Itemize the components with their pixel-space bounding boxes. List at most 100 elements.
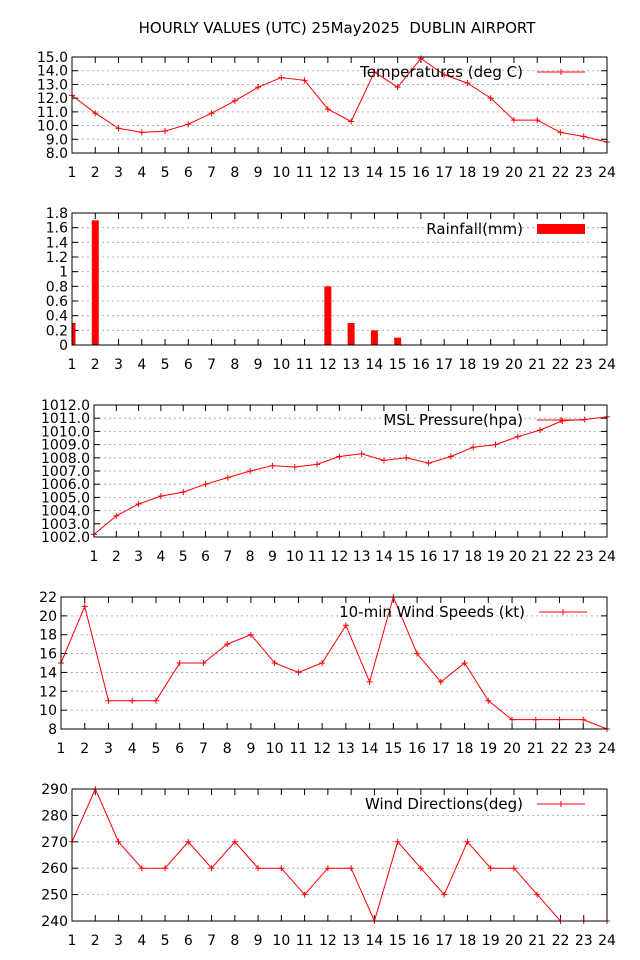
data-point [510, 865, 517, 872]
data-point [534, 891, 541, 898]
x-tick-label: 21 [531, 549, 549, 565]
x-tick-label: 15 [384, 741, 402, 757]
data-bar [91, 220, 99, 345]
data-point [441, 891, 448, 898]
data-point [247, 468, 254, 474]
chart-panel-1: 8.09.010.011.012.013.014.015.01 2 3 4 5 6 7 8 9 1… [37, 50, 616, 181]
x-tick-label: 9 [254, 165, 263, 181]
data-point [271, 660, 278, 666]
x-tick-label: 4 [137, 357, 146, 373]
data-point [559, 417, 566, 424]
page-title: HOURLY VALUES (UTC) 25May2025 DUBLIN AIR… [139, 19, 537, 37]
legend-label: Rainfall(mm) [426, 220, 523, 238]
legend: Wind Directions(deg) [365, 795, 585, 813]
data-point [278, 74, 285, 81]
x-tick-label: 9 [246, 741, 255, 757]
x-tick-label: 2 [80, 741, 89, 757]
x-tick-label: 5 [161, 933, 170, 949]
x-tick-label: 1 [68, 357, 77, 373]
data-point [301, 891, 308, 898]
x-tick-label: 20 [503, 741, 521, 757]
x-tick-label: 21 [528, 357, 546, 373]
x-tick-label: 24 [598, 165, 616, 181]
y-tick-label: 12.0 [37, 91, 68, 107]
x-tick-label: 6 [201, 549, 210, 565]
x-tick-label: 12 [313, 741, 331, 757]
x-tick-label: 8 [230, 933, 239, 949]
x-tick-label: 23 [575, 933, 593, 949]
x-tick-label: 19 [487, 549, 505, 565]
data-point [510, 117, 517, 124]
x-tick-label: 1 [57, 741, 66, 757]
x-tick-label: 3 [104, 741, 113, 757]
data-point [278, 865, 285, 872]
x-tick-label: 20 [509, 549, 527, 565]
x-tick-label: 17 [435, 165, 453, 181]
data-point [255, 84, 262, 91]
x-tick-label: 22 [552, 933, 570, 949]
x-tick-label: 7 [207, 357, 216, 373]
x-tick-label: 7 [207, 933, 216, 949]
data-point [441, 71, 448, 78]
data-point [113, 512, 120, 519]
y-tick-label: 1.6 [46, 221, 68, 237]
y-tick-label: 22 [39, 590, 57, 606]
y-tick-label: 0 [59, 338, 68, 354]
x-tick-label: 17 [442, 549, 460, 565]
y-tick-label: 280 [41, 808, 68, 824]
plot-frame [60, 596, 608, 730]
x-tick-label: 15 [389, 933, 407, 949]
data-point [301, 77, 308, 84]
y-tick-label: 1.8 [46, 206, 68, 222]
y-tick-label: 0.2 [46, 323, 68, 339]
x-tick-label: 20 [505, 165, 523, 181]
data-point [532, 716, 539, 723]
x-tick-label: 2 [91, 933, 100, 949]
data-point [319, 660, 326, 666]
chart-panels: 8.09.010.011.012.013.014.015.01 2 3 4 5 6 7 8 9 1… [37, 50, 616, 949]
x-tick-label: 14 [365, 933, 383, 949]
y-tick-label: 10.0 [37, 119, 68, 135]
x-tick-label: 12 [330, 549, 348, 565]
data-point [464, 838, 471, 845]
y-tick-label: 1010.0 [41, 424, 90, 440]
x-tick-label: 5 [151, 741, 160, 757]
x-tick-label: 24 [598, 549, 616, 565]
x-tick-label: 10 [286, 549, 304, 565]
y-tick-label: 1002.0 [41, 530, 90, 546]
data-point [81, 603, 88, 610]
y-tick-label: 15.0 [37, 50, 68, 66]
data-point [135, 501, 142, 507]
data-point [202, 481, 209, 488]
x-tick-label: 16 [408, 741, 426, 757]
plot-frame [71, 56, 608, 154]
x-tick-label: 16 [412, 357, 430, 373]
data-point [534, 117, 541, 124]
x-tick-label: 10 [272, 933, 290, 949]
x-tick-label: 21 [528, 933, 546, 949]
data-point [461, 660, 468, 666]
x-tick-label: 16 [412, 933, 430, 949]
x-tick-label: 6 [184, 933, 193, 949]
data-point [348, 118, 355, 125]
x-tick-label: 23 [574, 741, 592, 757]
x-tick-label: 16 [420, 549, 438, 565]
x-tick-label: 23 [575, 357, 593, 373]
data-point [231, 838, 238, 845]
x-tick-label: 5 [179, 549, 188, 565]
x-tick-label: 19 [482, 357, 500, 373]
x-tick-label: 13 [353, 549, 371, 565]
legend-marker [558, 801, 564, 807]
legend-marker [558, 417, 564, 423]
x-tick-label: 23 [576, 549, 594, 565]
legend-label: Temperatures (deg C) [359, 63, 523, 81]
x-tick-label: 2 [91, 165, 100, 181]
x-tick-label: 12 [319, 933, 337, 949]
data-point [537, 427, 544, 434]
y-tick-label: 14.0 [37, 64, 68, 80]
x-tick-label: 22 [553, 549, 571, 565]
x-tick-label: 18 [459, 933, 477, 949]
x-tick-label: 13 [337, 741, 355, 757]
legend-label: MSL Pressure(hpa) [383, 411, 523, 429]
